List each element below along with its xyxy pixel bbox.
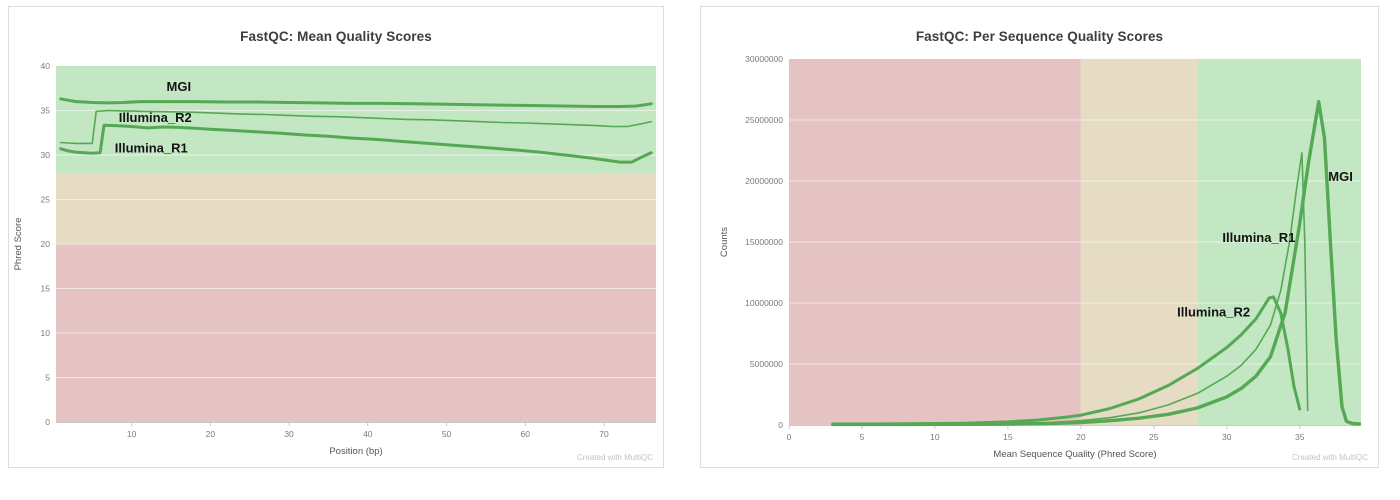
- x-tick-label: 20: [1076, 432, 1086, 442]
- y-axis-title: Counts: [719, 227, 730, 257]
- y-tick-label: 30000000: [745, 54, 783, 64]
- x-tick-label: 15: [1003, 432, 1013, 442]
- x-tick-label: 35: [1295, 432, 1305, 442]
- x-tick-label: 60: [521, 429, 531, 439]
- series-line-Illumina_R2[interactable]: [831, 295, 1302, 426]
- x-tick-label: 5: [860, 432, 865, 442]
- y-tick-label: 20: [41, 239, 51, 249]
- series-label-MGI: MGI: [167, 79, 192, 94]
- x-tick-label: 70: [599, 429, 609, 439]
- x-tick-label: 20: [206, 429, 216, 439]
- series-label-Illumina_R2: Illumina_R2: [119, 110, 192, 125]
- per-sequence-quality-plot[interactable]: 0 5 10 15 20 25 30 35 0 5000000 10000000 15000000 20…: [701, 7, 1378, 467]
- multiqc-credit-link[interactable]: Created with MultiQC: [1291, 453, 1368, 462]
- x-tick-label: 30: [1222, 432, 1232, 442]
- y-tick-label: 20000000: [745, 176, 783, 186]
- series-line-Illumina_R2[interactable]: [59, 109, 653, 145]
- y-tick-label: 0: [778, 420, 783, 430]
- series-label-Illumina_R1: Illumina_R1: [1222, 230, 1295, 245]
- x-tick-label: 10: [930, 432, 940, 442]
- x-axis-title: Mean Sequence Quality (Phred Score): [993, 449, 1156, 460]
- series-line-MGI[interactable]: [59, 97, 653, 108]
- y-tick-label: 40: [41, 61, 51, 71]
- series-label-Illumina_R1: Illumina_R1: [115, 140, 188, 155]
- x-tick-label: 30: [284, 429, 294, 439]
- x-tick-label: 10: [127, 429, 137, 439]
- x-tick-label: 0: [787, 432, 792, 442]
- y-tick-label: 5000000: [750, 359, 783, 369]
- multiqc-credit-link[interactable]: Created with MultiQC: [576, 453, 653, 462]
- series-line-Illumina_R1[interactable]: [59, 123, 653, 164]
- series-label-Illumina_R2: Illumina_R2: [1177, 304, 1250, 319]
- y-tick-label: 25000000: [745, 115, 783, 125]
- y-tick-label: 15000000: [745, 237, 783, 247]
- chart-title: FastQC: Per Sequence Quality Scores: [915, 29, 1164, 44]
- x-tick-label: 40: [363, 429, 373, 439]
- mean-quality-scores-card: 10 20 30 40 50 60 70 0 5 10 15 20 25 30 35 40 Position (…: [8, 6, 664, 468]
- y-tick-label: 30: [41, 150, 51, 160]
- y-tick-label: 5: [45, 373, 50, 383]
- mean-quality-plot[interactable]: 10 20 30 40 50 60 70 0 5 10 15 20 25 30 35 40 Position (…: [9, 7, 663, 467]
- x-tick-label: 50: [442, 429, 452, 439]
- series-label-MGI: MGI: [1328, 169, 1353, 184]
- y-tick-label: 15: [41, 284, 51, 294]
- y-tick-label: 0: [45, 417, 50, 427]
- zone-warn: [56, 172, 656, 244]
- y-axis-title: Phred Score: [13, 218, 24, 271]
- x-axis-title: Position (bp): [329, 446, 382, 457]
- y-tick-label: 25: [41, 195, 51, 205]
- x-tick-label: 25: [1149, 432, 1159, 442]
- y-tick-label: 10000000: [745, 298, 783, 308]
- chart-title: FastQC: Mean Quality Scores: [240, 29, 432, 44]
- series-line-MGI[interactable]: [831, 100, 1362, 427]
- y-tick-label: 35: [41, 106, 51, 116]
- per-sequence-quality-scores-card: 0 5 10 15 20 25 30 35 0 5000000 10000000 15000000 20…: [700, 6, 1379, 468]
- y-tick-label: 10: [41, 328, 51, 338]
